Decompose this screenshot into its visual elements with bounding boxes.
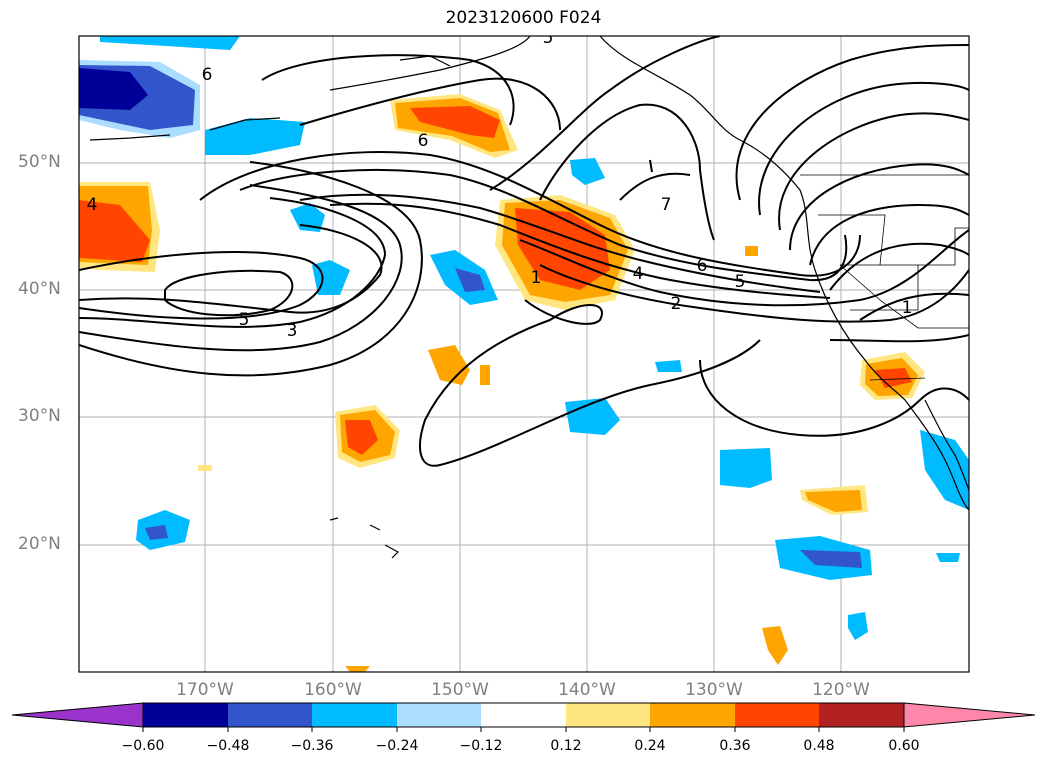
- contour-label: 5: [239, 310, 250, 330]
- lon-label: 160°W: [304, 680, 362, 700]
- contour-label: 6: [697, 256, 708, 276]
- contour-label: 5: [543, 28, 554, 48]
- lon-label: 130°W: [685, 680, 743, 700]
- colorbar-tick-label: −0.24: [375, 738, 419, 754]
- colorbar-tick-label: 0.24: [634, 738, 666, 754]
- colorbar-tick-label: 0.48: [803, 738, 835, 754]
- lon-label: 150°W: [431, 680, 489, 700]
- contour-label-group: 6 6 4 7 6 5 4 1 2 5 3 1 5: [87, 28, 913, 341]
- map-title: 2023120600 F024: [445, 8, 602, 28]
- map-frame: [78, 35, 970, 673]
- lon-label: 140°W: [558, 680, 616, 700]
- graticule: [79, 36, 969, 672]
- colorbar: [11, 702, 1036, 732]
- contour-label: 6: [418, 131, 429, 151]
- borders: [800, 174, 969, 381]
- contour-label: 4: [633, 264, 644, 284]
- colorbar-extend-low: [11, 702, 144, 728]
- contour-label: 4: [87, 195, 98, 215]
- contour-label: 7: [661, 195, 672, 215]
- colorbar-extend-high: [903, 702, 1036, 728]
- contour-lines: [79, 36, 969, 467]
- colorbar-tick-label: −0.36: [290, 738, 334, 754]
- contour-label: 3: [287, 321, 298, 341]
- colorbar-tick-label: 0.12: [550, 738, 582, 754]
- colorbar-tick-label: −0.60: [121, 738, 165, 754]
- colorbar-tick-label: 0.60: [888, 738, 920, 754]
- lon-label: 120°W: [812, 680, 870, 700]
- lon-label: 170°W: [176, 680, 234, 700]
- contour-label: 1: [902, 298, 913, 318]
- lat-label: 30°N: [18, 406, 61, 426]
- contour-label: 5: [735, 272, 746, 292]
- lat-label: 50°N: [18, 152, 61, 172]
- lat-label: 40°N: [18, 279, 61, 299]
- contour-label: 6: [202, 65, 213, 85]
- colorbar-tick-label: −0.48: [206, 738, 250, 754]
- colorbar-tick-label: 0.36: [719, 738, 751, 754]
- coastlines: [89, 36, 969, 559]
- contour-label: 2: [671, 294, 682, 314]
- contour-label: 1: [531, 268, 542, 288]
- lat-label: 20°N: [18, 534, 61, 554]
- colorbar-tick-label: −0.12: [459, 738, 503, 754]
